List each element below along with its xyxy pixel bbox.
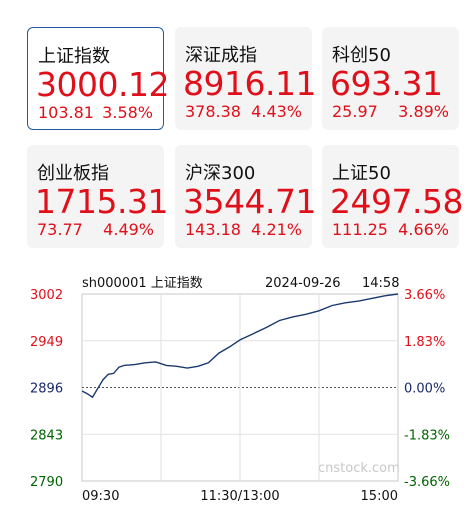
index-price: 3544.71 (183, 182, 316, 221)
index-price: 3000.12 (36, 65, 169, 104)
index-card-0[interactable]: 上证指数 3000.12 103.81 3.58% (27, 27, 164, 130)
index-price: 1715.31 (35, 182, 168, 221)
y-right-tick: 1.83% (404, 335, 445, 350)
index-pct: 3.58% (102, 103, 153, 122)
y-left-tick: 2790 (30, 475, 63, 490)
chart-grid (82, 294, 398, 481)
index-card-4[interactable]: 沪深300 3544.71 143.18 4.21% (175, 145, 312, 248)
x-tick: 15:00 (361, 489, 398, 504)
index-price: 8916.11 (183, 64, 316, 103)
index-pct: 4.66% (398, 220, 449, 239)
index-card-1[interactable]: 深证成指 8916.11 378.38 4.43% (175, 27, 312, 130)
y-left-tick: 2896 (30, 382, 63, 397)
intraday-chart-svg: sh000001 上证指数 2024-09-26 14:58 cnstock.c… (0, 270, 475, 516)
index-change: 378.38 (185, 102, 241, 121)
y-left-tick: 3002 (30, 288, 63, 303)
y-right-tick: -1.83% (404, 428, 450, 443)
index-pct: 3.89% (398, 102, 449, 121)
index-pct: 4.49% (103, 220, 154, 239)
intraday-chart[interactable]: sh000001 上证指数 2024-09-26 14:58 cnstock.c… (0, 270, 475, 516)
y-right-tick: 3.66% (404, 288, 445, 303)
index-change: 143.18 (185, 220, 241, 239)
index-change: 111.25 (332, 220, 388, 239)
x-tick: 11:30/13:00 (200, 489, 279, 504)
chart-code-label: sh000001 上证指数 (82, 276, 203, 291)
index-price: 2497.58 (330, 182, 463, 221)
y-right-tick: -3.66% (404, 475, 450, 490)
chart-time: 14:58 (362, 276, 399, 291)
index-price: 693.31 (330, 64, 442, 103)
index-change: 25.97 (332, 102, 378, 121)
y-left-tick: 2949 (30, 335, 63, 350)
y-left-tick: 2843 (30, 428, 63, 443)
index-card-2[interactable]: 科创50 693.31 25.97 3.89% (322, 27, 459, 130)
index-change: 103.81 (38, 103, 94, 122)
index-card-5[interactable]: 上证50 2497.58 111.25 4.66% (322, 145, 459, 248)
x-tick: 09:30 (82, 489, 119, 504)
y-right-tick: 0.00% (404, 382, 445, 397)
index-card-3[interactable]: 创业板指 1715.31 73.77 4.49% (27, 145, 164, 248)
chart-watermark: cnstock.com (318, 461, 400, 476)
index-pct: 4.43% (251, 102, 302, 121)
index-change: 73.77 (37, 220, 83, 239)
chart-date: 2024-09-26 (265, 276, 341, 291)
index-pct: 4.21% (251, 220, 302, 239)
